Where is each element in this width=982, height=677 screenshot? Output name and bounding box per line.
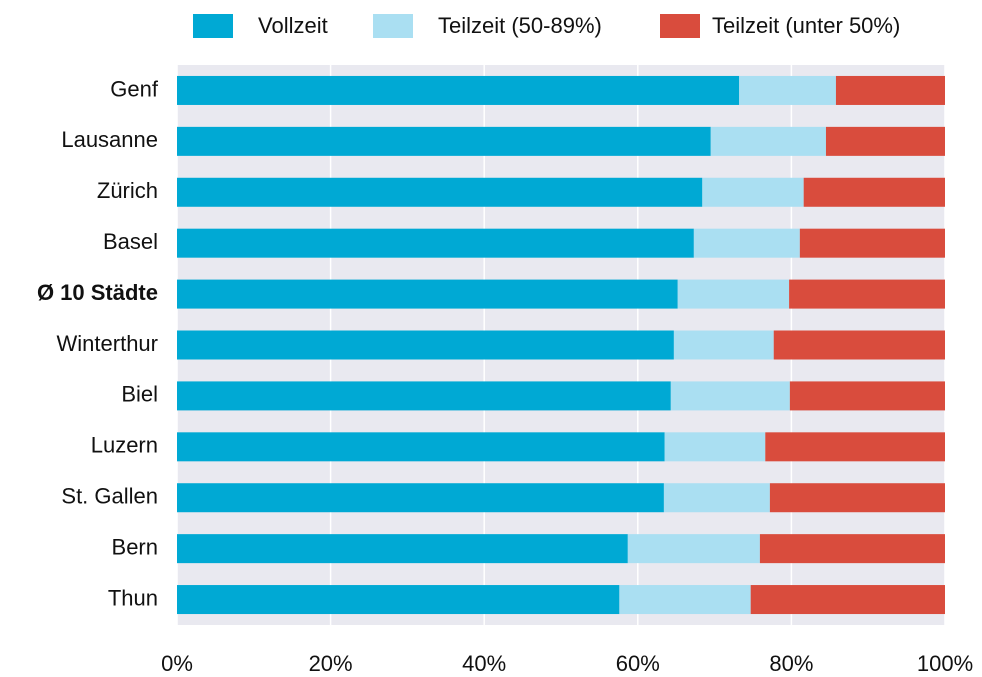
bar-segment bbox=[759, 534, 945, 564]
bar-segment bbox=[177, 534, 628, 564]
y-tick-label: Biel bbox=[121, 382, 158, 407]
bar-segment bbox=[627, 534, 760, 564]
bar-segment bbox=[177, 330, 674, 360]
bar-segment bbox=[177, 75, 740, 105]
bar-segment bbox=[673, 330, 774, 360]
bar-segment bbox=[750, 585, 945, 615]
y-tick-label: Genf bbox=[110, 76, 159, 101]
x-tick-label: 0% bbox=[161, 651, 193, 676]
legend-swatch bbox=[193, 14, 233, 38]
bar-segment bbox=[177, 279, 678, 309]
bar-segment bbox=[739, 75, 836, 105]
bar-segment bbox=[619, 585, 751, 615]
y-tick-label: St. Gallen bbox=[61, 484, 158, 509]
bar-segment bbox=[710, 126, 826, 156]
y-tick-label: Lausanne bbox=[61, 127, 158, 152]
bar-segment bbox=[663, 483, 770, 513]
x-tick-label: 40% bbox=[462, 651, 506, 676]
y-tick-label: Bern bbox=[112, 534, 158, 559]
x-tick-label: 100% bbox=[917, 651, 973, 676]
bar-segment bbox=[664, 432, 766, 462]
y-tick-label: Ø 10 Städte bbox=[37, 280, 158, 305]
legend-label: Teilzeit (50-89%) bbox=[438, 13, 602, 38]
bar-segment bbox=[825, 126, 945, 156]
y-tick-label: Basel bbox=[103, 229, 158, 254]
bar-segment bbox=[799, 228, 945, 258]
x-tick-label: 80% bbox=[769, 651, 813, 676]
x-tick-label: 60% bbox=[616, 651, 660, 676]
bar-segment bbox=[789, 279, 945, 309]
bar-segment bbox=[177, 483, 664, 513]
legend-label: Teilzeit (unter 50%) bbox=[712, 13, 900, 38]
bar-segment bbox=[773, 330, 945, 360]
bar-segment bbox=[177, 432, 665, 462]
bar-segment bbox=[177, 126, 711, 156]
bar-segment bbox=[177, 585, 620, 615]
x-tick-label: 20% bbox=[309, 651, 353, 676]
y-tick-label: Thun bbox=[108, 585, 158, 610]
bar-segment bbox=[177, 177, 703, 207]
legend-label: Vollzeit bbox=[258, 13, 328, 38]
bar-segment bbox=[177, 381, 671, 411]
bar-segment bbox=[177, 228, 694, 258]
bar-segment bbox=[789, 381, 945, 411]
bar-segment bbox=[677, 279, 790, 309]
legend-swatch bbox=[373, 14, 413, 38]
bar-segment bbox=[769, 483, 945, 513]
y-tick-label: Luzern bbox=[91, 433, 158, 458]
y-tick-label: Zürich bbox=[97, 178, 158, 203]
bar-segment bbox=[803, 177, 945, 207]
bar-segment bbox=[765, 432, 945, 462]
y-tick-label: Winterthur bbox=[57, 331, 158, 356]
bar-segment bbox=[702, 177, 804, 207]
legend-swatch bbox=[660, 14, 700, 38]
bar-segment bbox=[693, 228, 800, 258]
bar-segment bbox=[835, 75, 945, 105]
bar-segment bbox=[670, 381, 790, 411]
